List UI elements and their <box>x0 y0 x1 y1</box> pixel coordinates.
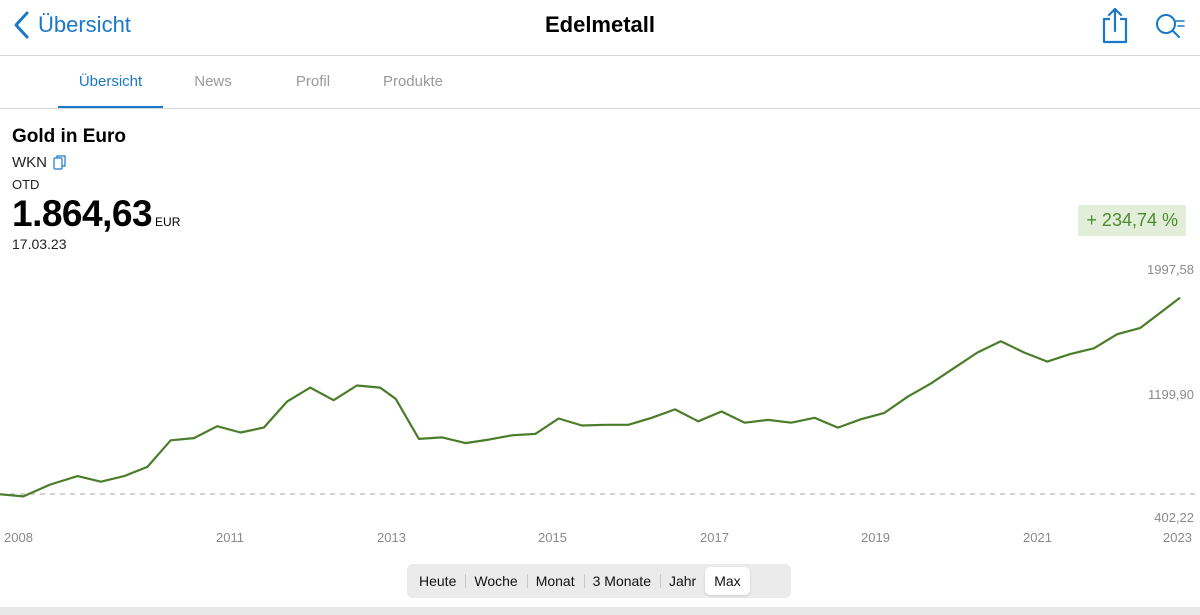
x-tick-label: 2023 <box>1163 530 1192 545</box>
tab-produkte[interactable]: Produkte <box>382 73 444 90</box>
search-icon[interactable] <box>1152 6 1186 46</box>
price-date: 17.03.23 <box>12 236 67 252</box>
back-label: Übersicht <box>38 12 131 37</box>
time-range-selector: Heute Woche Monat 3 Monate Jahr Max <box>407 564 791 598</box>
x-tick-label: 2008 <box>4 530 33 545</box>
instrument-name: Gold in Euro <box>12 126 126 147</box>
tab-news[interactable]: News <box>194 73 232 90</box>
x-tick-label: 2019 <box>861 530 890 545</box>
range-button-jahr[interactable]: Jahr <box>659 567 705 595</box>
x-tick-label: 2017 <box>700 530 729 545</box>
price-line <box>0 296 1181 498</box>
tab-profil[interactable]: Profil <box>295 73 331 90</box>
wkn-label: WKN <box>12 154 47 171</box>
range-button-woche[interactable]: Woche <box>465 567 526 595</box>
range-button-heute[interactable]: Heute <box>419 573 457 589</box>
tab-uebersicht[interactable]: Übersicht <box>58 56 163 108</box>
change-badge: + 234,74 % <box>1078 205 1186 236</box>
y-tick-label-mid: 1199,90 <box>1147 387 1194 402</box>
back-button[interactable]: Übersicht <box>12 10 131 40</box>
navigation-bar: Übersicht Edelmetall <box>0 0 1200 56</box>
share-icon[interactable] <box>1098 6 1132 46</box>
x-tick-label: 2021 <box>1023 530 1052 545</box>
x-tick-label: 2011 <box>216 530 244 545</box>
page-title: Edelmetall <box>544 12 656 37</box>
instrument-header: Gold in Euro WKN OTD 1.864,63 EUR 17.03.… <box>12 126 180 252</box>
price-currency: EUR <box>155 215 181 229</box>
range-button-3-monate[interactable]: 3 Monate <box>583 567 660 595</box>
price-chart[interactable] <box>0 270 1200 520</box>
range-button-max[interactable]: Max <box>705 567 750 595</box>
y-tick-label-min: 402,22 <box>1154 510 1194 525</box>
copy-icon[interactable] <box>53 155 66 170</box>
exchange-label: OTD <box>12 177 40 192</box>
price-value: 1.864,63 <box>12 193 153 234</box>
x-tick-label: 2013 <box>377 530 406 545</box>
bottom-divider <box>0 607 1200 615</box>
x-tick-label: 2015 <box>538 530 567 545</box>
range-button-monat[interactable]: Monat <box>526 567 584 595</box>
chevron-left-icon <box>14 11 29 39</box>
wkn-row: WKN <box>12 154 180 171</box>
tab-bar: Übersicht News Profil Produkte <box>0 56 1200 109</box>
y-tick-label-max: 1997,58 <box>1147 262 1194 277</box>
